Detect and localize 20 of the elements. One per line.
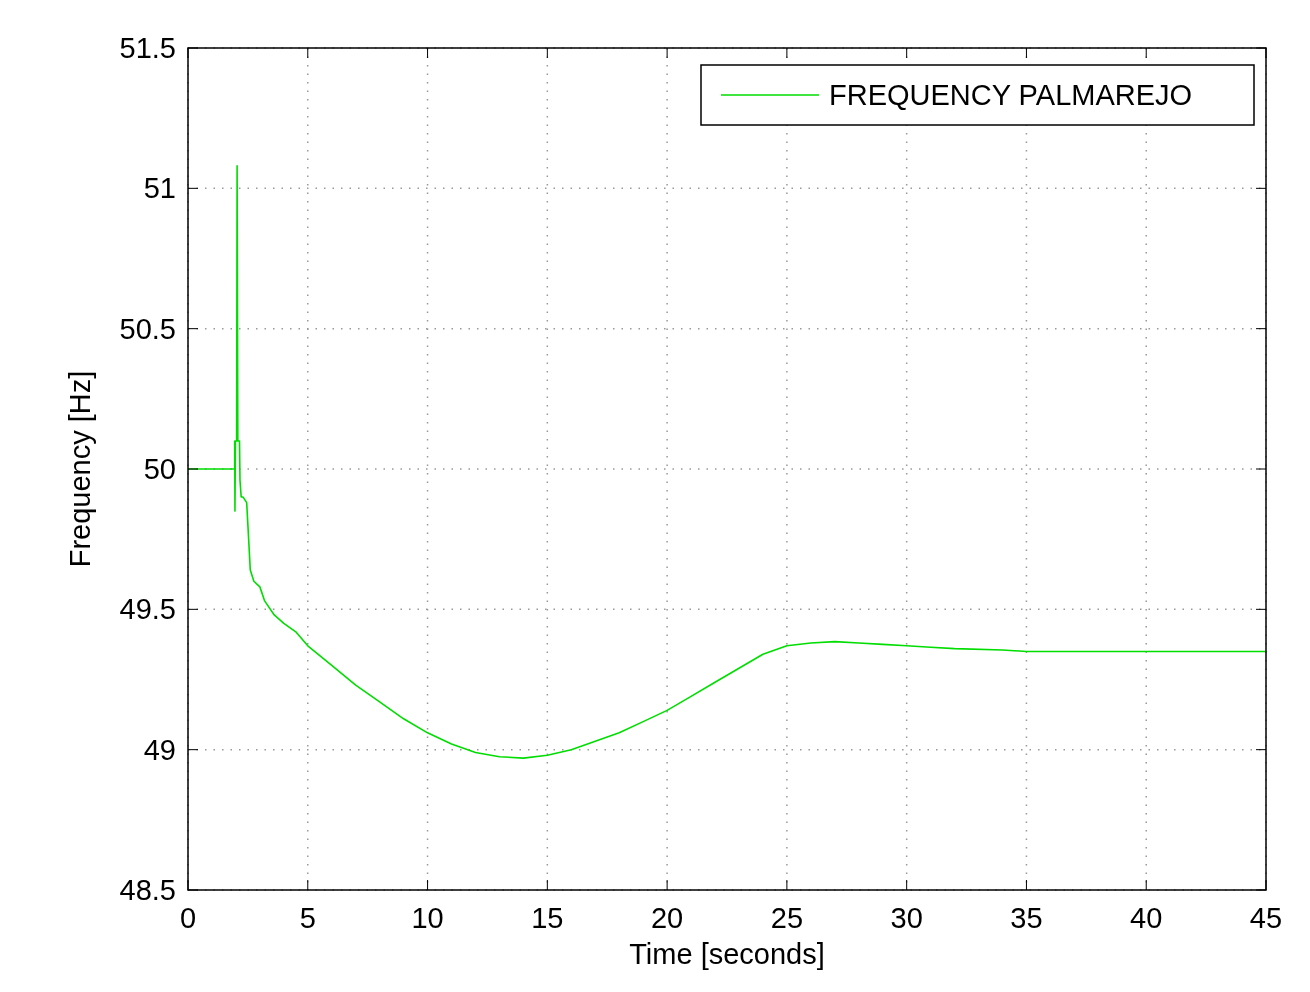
x-tick-label: 45 bbox=[1249, 902, 1283, 934]
y-tick-label: 50 bbox=[143, 453, 176, 485]
y-tick-label: 49.5 bbox=[119, 593, 176, 626]
y-tick-label: 50.5 bbox=[119, 312, 176, 345]
x-tick-label: 25 bbox=[770, 902, 804, 934]
y-tick-label: 48.5 bbox=[119, 874, 176, 906]
x-tick-label: 40 bbox=[1130, 902, 1163, 934]
x-tick-label: 5 bbox=[299, 902, 316, 934]
y-tick-label: 49 bbox=[143, 733, 176, 766]
y-axis-title: Frequency [Hz] bbox=[64, 370, 96, 568]
x-tick-label: 0 bbox=[179, 902, 197, 934]
x-tick-label: 20 bbox=[650, 902, 684, 934]
y-tick-label: 51.5 bbox=[119, 32, 176, 64]
x-tick-label: 30 bbox=[890, 902, 923, 934]
x-tick-label: 35 bbox=[1010, 902, 1043, 934]
legend-label: FREQUENCY PALMAREJO bbox=[829, 79, 1193, 111]
x-tick-label: 15 bbox=[531, 902, 564, 934]
x-axis-title: Time [seconds] bbox=[629, 938, 825, 970]
x-tick-label: 10 bbox=[411, 902, 444, 934]
y-tick-label: 51 bbox=[143, 172, 176, 205]
